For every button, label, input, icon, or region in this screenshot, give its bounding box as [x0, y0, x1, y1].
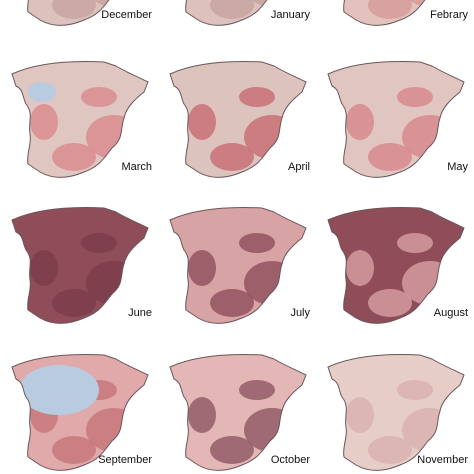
climate-patch	[210, 143, 254, 171]
month-label: August	[434, 307, 468, 319]
month-label: September	[98, 454, 152, 466]
climate-patch	[52, 143, 96, 171]
climate-patch	[346, 250, 374, 286]
map-panel	[169, 0, 307, 26]
map-panel	[327, 0, 465, 26]
climate-patch	[52, 436, 96, 464]
map-panel	[169, 207, 307, 324]
month-label: Febrary	[430, 9, 468, 21]
climate-patch	[188, 104, 216, 140]
climate-patch	[210, 436, 254, 464]
climate-patch	[52, 289, 96, 317]
month-label: December	[101, 9, 152, 21]
overlay	[368, 0, 458, 19]
climate-patch	[346, 397, 374, 433]
map-panel	[327, 354, 465, 471]
month-label: November	[417, 454, 468, 466]
map-panel	[11, 207, 149, 324]
climate-patch	[397, 380, 433, 400]
month-label: January	[271, 9, 311, 21]
climate-patch	[397, 87, 433, 107]
climate-patch	[188, 397, 216, 433]
climate-patch	[397, 233, 433, 253]
climate-patch	[239, 233, 275, 253]
climate-patch	[210, 289, 254, 317]
map-panel	[327, 61, 465, 178]
map-panel	[327, 207, 465, 324]
month-label: April	[288, 161, 310, 173]
climate-patch	[81, 233, 117, 253]
month-label: July	[290, 307, 310, 319]
climate-patch	[210, 0, 254, 19]
month-label: May	[447, 161, 468, 173]
cool-patch	[19, 365, 99, 415]
climate-patch	[239, 380, 275, 400]
map-panel	[11, 354, 149, 471]
climate-patch	[368, 289, 412, 317]
climate-patch	[81, 87, 117, 107]
climate-patch	[368, 143, 412, 171]
climate-patch	[346, 104, 374, 140]
month-label: June	[128, 307, 152, 319]
map-panel	[169, 354, 307, 471]
map-panel	[169, 61, 307, 178]
climate-patch	[30, 250, 58, 286]
overlay	[52, 0, 142, 19]
climate-patch	[30, 104, 58, 140]
month-label: October	[271, 454, 310, 466]
climate-patch	[368, 436, 412, 464]
climate-patch	[368, 0, 412, 19]
map-panel	[11, 61, 149, 178]
overlay	[210, 0, 300, 19]
map-panel	[11, 0, 149, 26]
climate-patch	[188, 250, 216, 286]
climate-patch	[52, 0, 96, 19]
overlay	[19, 365, 142, 464]
month-label: March	[121, 161, 152, 173]
climate-patch	[239, 87, 275, 107]
cool-patch	[28, 82, 56, 102]
